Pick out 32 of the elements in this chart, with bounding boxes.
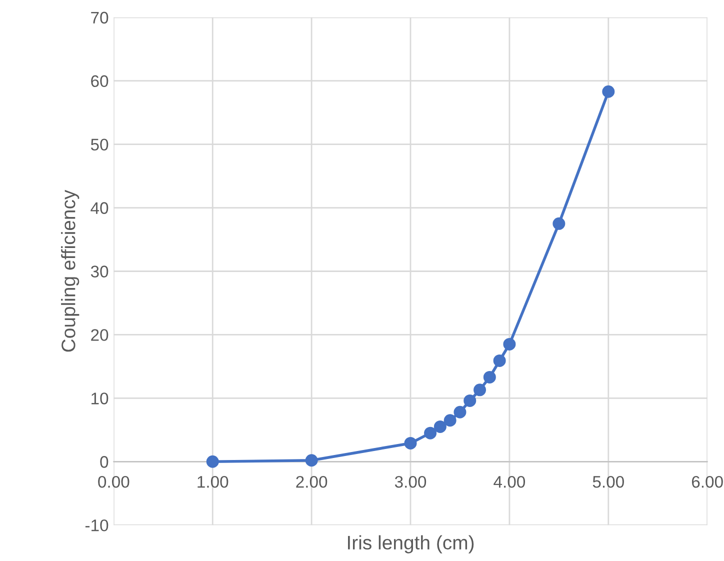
y-tick-label: 30 [90,266,108,278]
y-tick-label: 10 [92,392,108,404]
x-axis-title: Iris length (cm) [348,535,474,554]
x-tick-label: 5.00 [592,476,624,488]
point [404,436,417,450]
point [206,455,219,468]
point [503,338,516,350]
point [434,420,446,433]
y-axis-title: Coupling efficiency [61,190,80,352]
y-tick-label: 60 [91,75,108,88]
x-tick-label: 2.00 [296,476,328,488]
point [483,370,496,384]
x-tick-label: 1.00 [198,476,228,488]
y-tick-label: 50 [90,138,108,151]
point [552,217,566,230]
point [493,354,506,367]
x-tick-label: 6.00 [692,476,723,488]
x-tick-label: 4.00 [494,476,526,488]
y-tick-label: -10 [85,519,108,532]
y-tick-label: 20 [91,329,108,341]
x-tick-label: 3.00 [394,476,426,488]
y-tick-label: 70 [91,12,108,24]
y-tick-label: 0 [100,456,108,468]
point [464,394,476,407]
point [305,454,318,467]
point [454,406,466,418]
point [444,414,456,427]
point [424,426,437,440]
point [474,384,486,396]
point [602,85,615,98]
y-tick-label: 40 [90,202,108,214]
x-tick-label: 0.00 [98,476,130,488]
